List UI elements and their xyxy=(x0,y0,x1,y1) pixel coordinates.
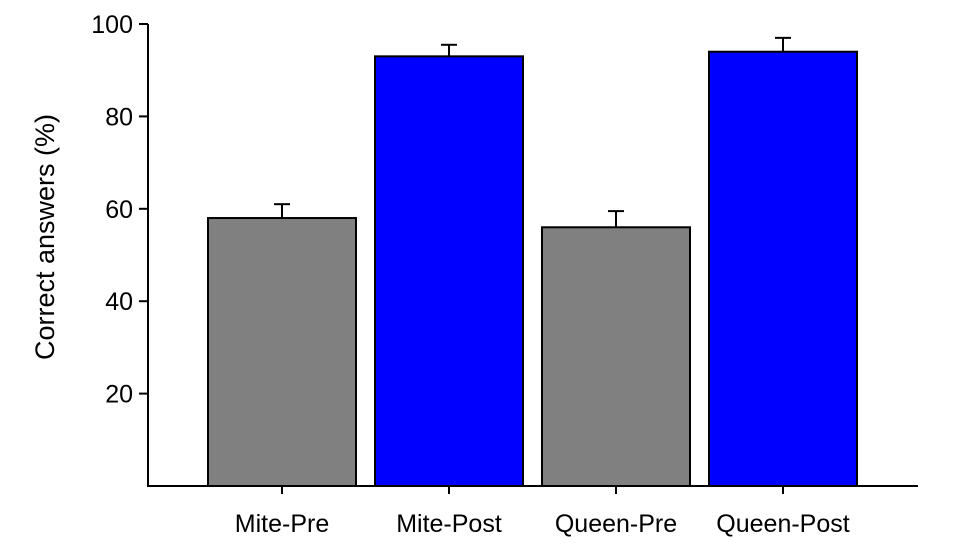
y-tick-label: 80 xyxy=(105,103,133,131)
bar xyxy=(541,226,691,487)
y-ticks-group: 20 40 60 80 100 xyxy=(91,11,148,409)
bar xyxy=(708,50,858,487)
bar xyxy=(374,55,524,488)
axes-group xyxy=(147,24,918,487)
y-tick-label: 60 xyxy=(105,196,133,224)
bars-group xyxy=(207,50,858,488)
x-category-label: Mite-Post xyxy=(396,510,502,538)
x-ticks-group: Mite-Pre Mite-Post Queen-Pre Queen-Post xyxy=(235,486,850,538)
x-category-label: Queen-Pre xyxy=(555,510,677,538)
y-tick-label: 40 xyxy=(105,288,133,316)
bar xyxy=(207,217,357,487)
y-axis-title: Correct answers (%) xyxy=(30,114,60,360)
x-category-label: Mite-Pre xyxy=(235,510,329,538)
y-tick-label: 20 xyxy=(105,381,133,409)
error-bars-group xyxy=(274,36,791,228)
x-category-label: Queen-Post xyxy=(716,510,849,538)
y-tick-label: 100 xyxy=(91,11,133,39)
